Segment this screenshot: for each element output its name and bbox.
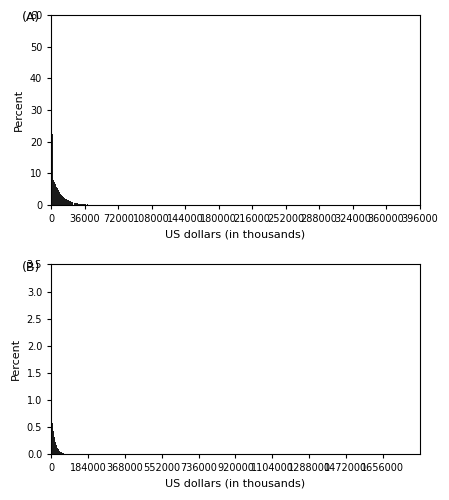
Bar [54,182,55,205]
Bar [64,198,65,205]
Bar [55,184,56,205]
Bar [76,203,77,205]
Bar [69,201,70,205]
Bar [72,202,73,205]
Y-axis label: Percent: Percent [11,338,21,380]
Bar [79,204,80,205]
Bar [82,204,83,205]
Bar [80,204,81,205]
Bar [52,134,53,205]
Bar [81,204,82,205]
Bar [73,202,74,205]
Text: (A): (A) [22,12,40,24]
X-axis label: US dollars (in thousands): US dollars (in thousands) [165,230,305,239]
Bar [83,204,84,205]
Bar [74,202,75,205]
Bar [65,198,66,205]
Bar [86,204,87,205]
Bar [61,194,62,205]
Bar [63,197,64,205]
Bar [53,180,54,205]
Bar [75,203,76,205]
Bar [56,186,57,205]
Bar [51,31,52,205]
Bar [60,193,61,205]
Bar [62,196,63,205]
Bar [59,192,60,205]
Y-axis label: Percent: Percent [14,89,24,131]
Bar [87,204,88,205]
Bar [66,199,67,205]
X-axis label: US dollars (in thousands): US dollars (in thousands) [165,479,305,489]
Bar [67,200,68,205]
Bar [68,200,69,205]
Text: (B): (B) [22,260,40,274]
Bar [78,204,79,205]
Bar [77,204,78,205]
Bar [85,204,86,205]
